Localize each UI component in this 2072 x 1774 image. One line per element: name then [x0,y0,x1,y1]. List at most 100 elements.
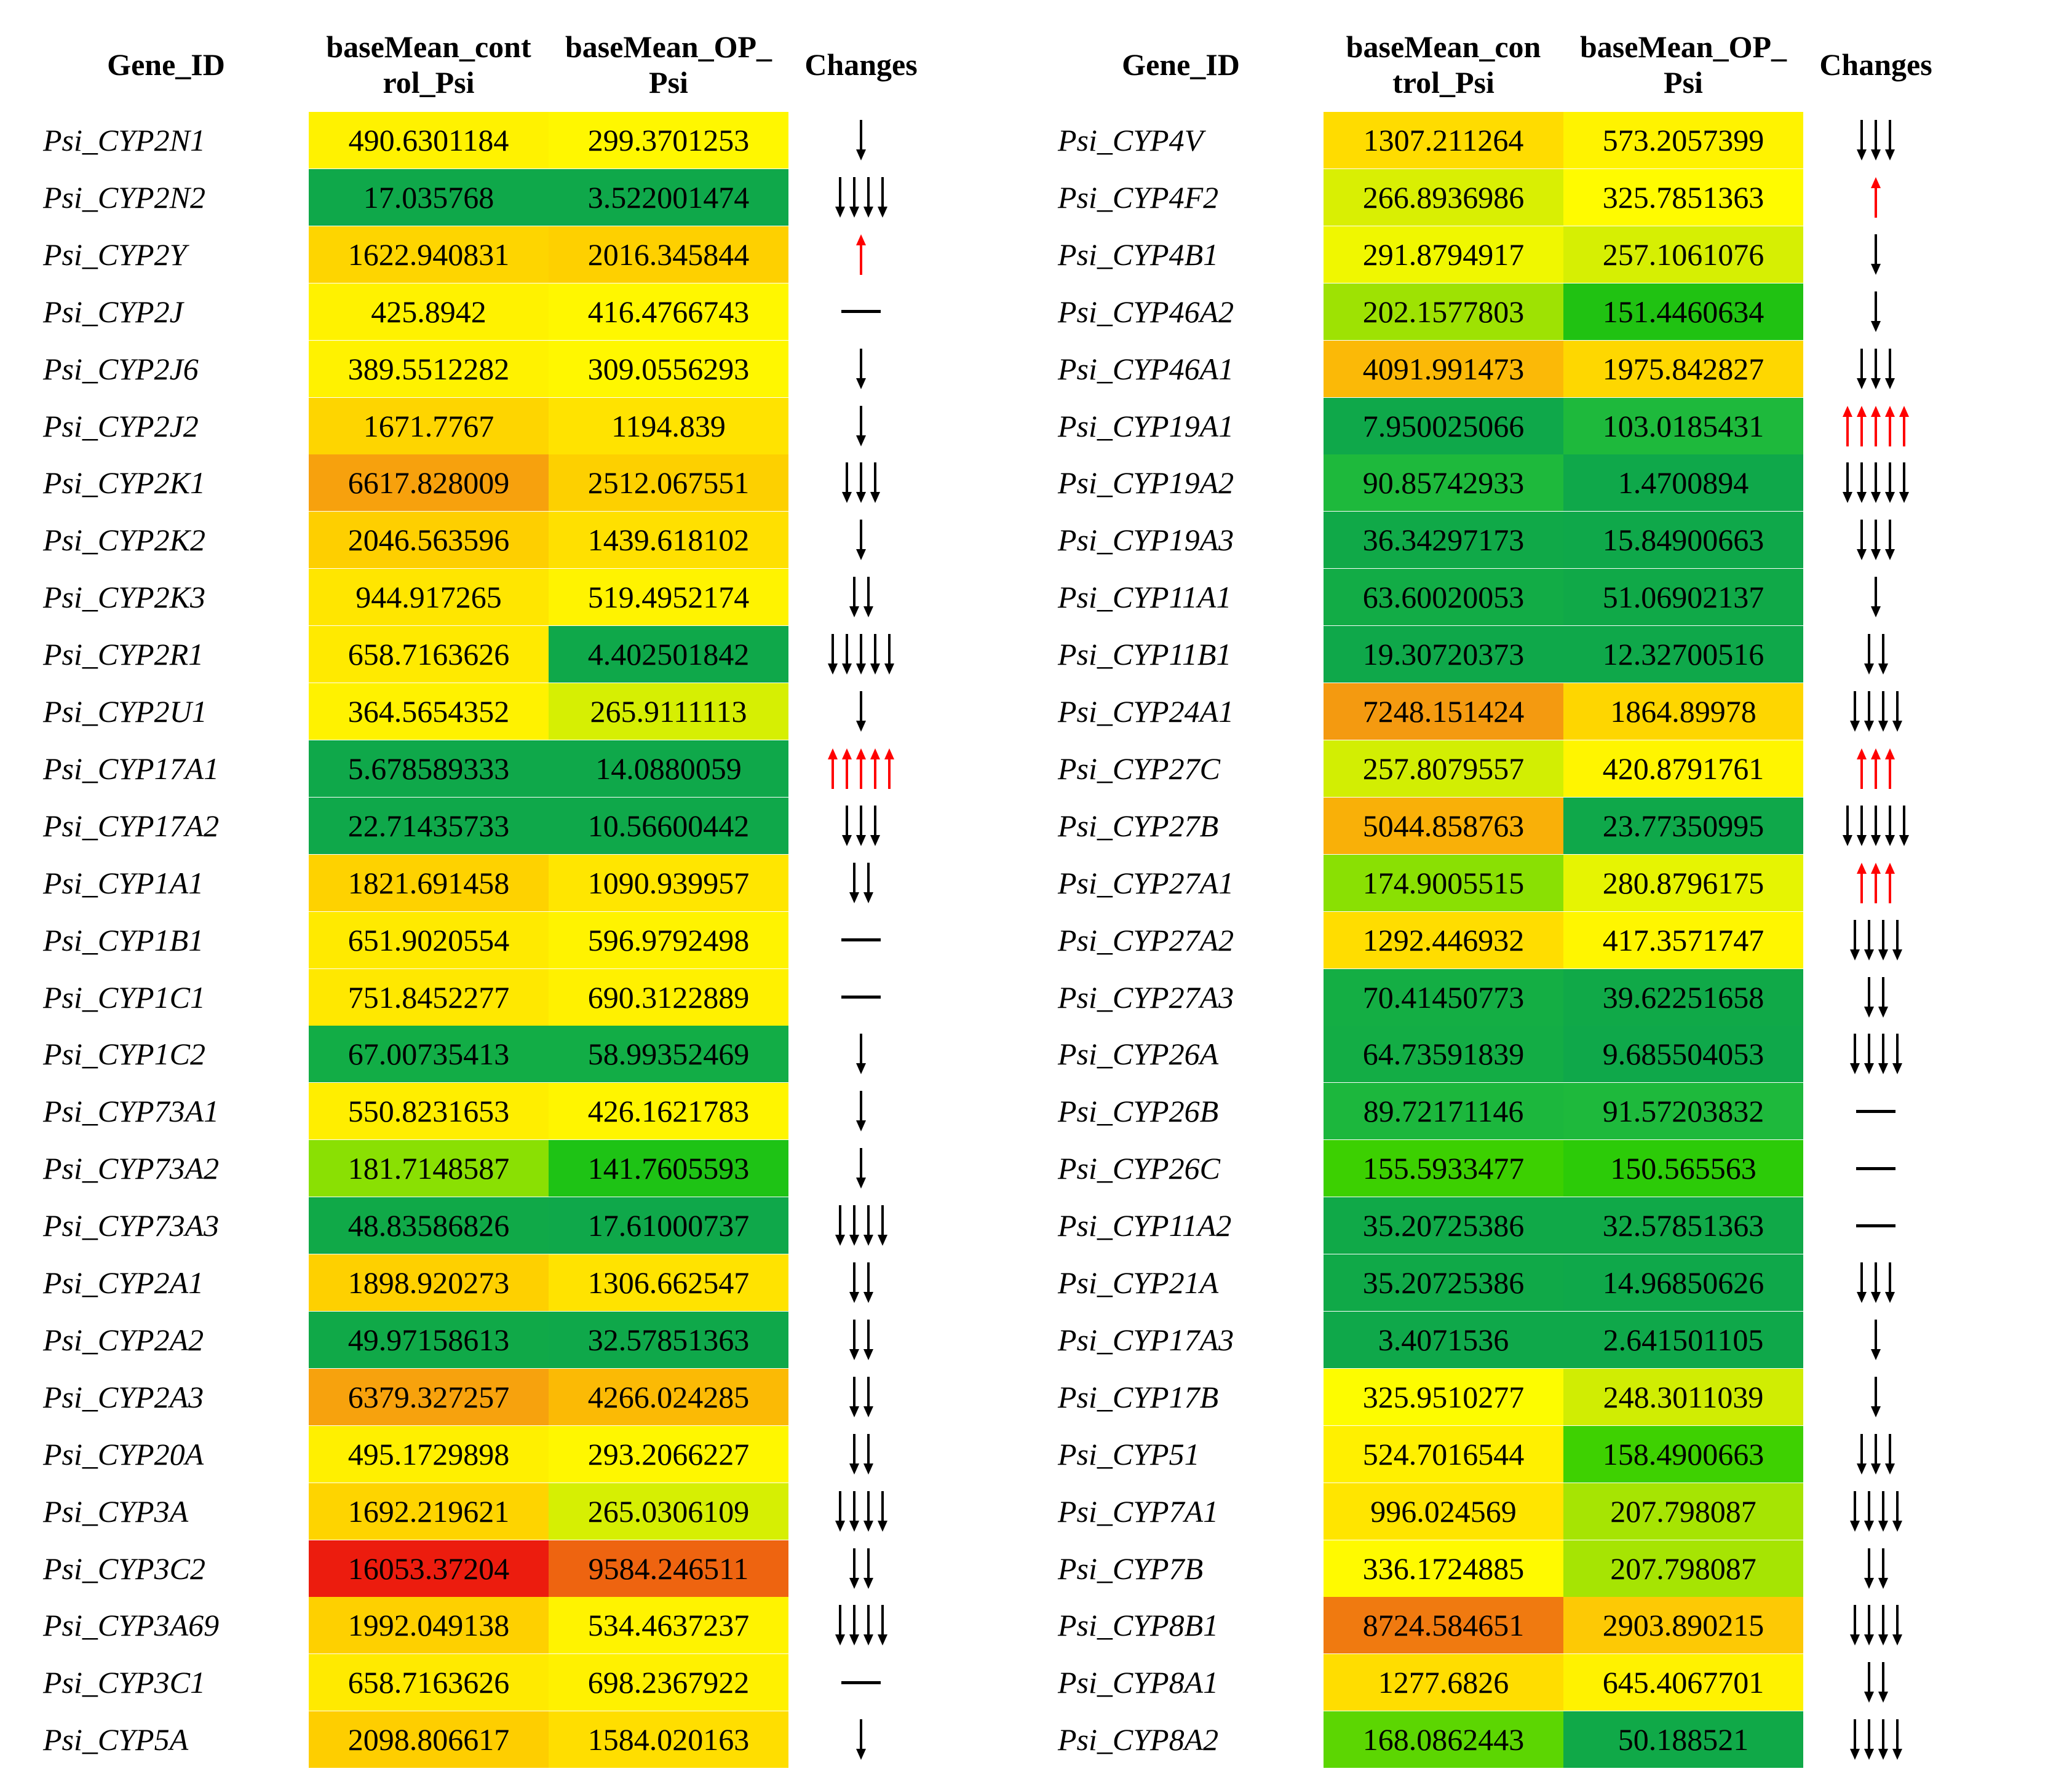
change-indicator [1784,1197,1968,1254]
change-indicator [769,1197,953,1254]
op-value-cell: 32.57851363 [549,1311,788,1368]
arrow-up-icon [1885,748,1895,789]
arrow-down-icon [1871,805,1881,846]
arrow-group [849,577,874,618]
no-change-dash-icon [841,1681,881,1684]
table-row: Psi_CYP26B 89.72171146 91.57203832 [1058,1083,2017,1140]
control-value-cell: 155.5933477 [1324,1140,1563,1197]
op-value-cell: 420.8791761 [1563,740,1803,797]
arrow-down-icon [877,176,887,218]
arrow-down-icon [1885,462,1895,504]
arrow-group [835,176,888,218]
arrow-down-icon [849,1205,859,1246]
arrow-group [1849,691,1903,732]
control-value-cell: 3.4071536 [1324,1311,1563,1368]
no-change-dash-icon [841,310,881,314]
arrow-down-icon [842,462,852,504]
change-indicator [1784,1083,1968,1139]
arrow-up-icon [1871,862,1881,903]
table-row: Psi_CYP8B1 8724.584651 2903.890215 [1058,1597,2017,1654]
no-change-dash-icon [1856,1166,1895,1170]
op-value-cell: 14.0880059 [549,740,788,797]
change-indicator [769,341,953,397]
arrow-down-icon [856,691,866,732]
op-value-cell: 158.4900663 [1563,1425,1803,1483]
gene-id-cell: Psi_CYP8A1 [1058,1665,1219,1700]
arrow-group [855,1034,867,1075]
arrow-down-icon [1899,462,1909,504]
control-value-cell: 2046.563596 [309,512,549,569]
op-value-cell: 265.9111113 [549,683,788,740]
gene-id-cell: Psi_CYP2N2 [43,180,205,215]
arrow-group [841,805,881,846]
change-indicator [769,1426,953,1483]
arrow-down-icon [870,634,880,675]
change-indicator [769,1540,953,1597]
arrow-group [1856,1433,1895,1475]
arrow-up-icon [884,748,894,789]
table-row: Psi_CYP27B 5044.858763 23.77350995 [1058,797,2017,854]
control-header-line1: baseMean_cont [326,30,531,64]
gene-id-cell: Psi_CYP20A [43,1436,204,1471]
table-row: Psi_CYP19A1 7.950025066 103.0185431 [1058,397,2017,454]
arrow-down-icon [877,1605,887,1646]
arrow-up-icon [842,748,852,789]
table-row: Psi_CYP4V 1307.211264 573.2057399 [1058,112,2017,168]
arrow-down-icon [1878,1605,1888,1646]
arrow-down-icon [1849,1605,1860,1646]
control-value-cell: 1692.219621 [309,1483,549,1540]
gene-id-cell: Psi_CYP3A [43,1494,189,1529]
op-value-cell: 1306.662547 [549,1254,788,1311]
control-value-cell: 257.8079557 [1324,740,1563,797]
control-value-cell: 996.024569 [1324,1483,1563,1540]
arrow-down-icon [1892,919,1902,960]
arrow-down-icon [1871,1376,1881,1417]
table-row: Psi_CYP7A1 996.024569 207.798087 [1058,1483,2017,1540]
change-indicator [769,1654,953,1711]
change-indicator [769,398,953,454]
table-row: Psi_CYP1A1 1821.691458 1090.939957 [43,854,1002,911]
arrow-down-icon [856,348,866,389]
op-value-cell: 2016.345844 [549,226,788,283]
arrow-down-icon [1885,520,1895,561]
control-value-cell: 1992.049138 [309,1597,549,1654]
arrow-down-icon [1864,919,1874,960]
gene-id-cell: Psi_CYP26B [1058,1094,1219,1129]
arrow-down-icon [1885,120,1895,160]
table-row: Psi_CYP51 524.7016544 158.4900663 [1058,1425,2017,1483]
table-row: Psi_CYP2K3 944.917265 519.4952174 [43,569,1002,626]
arrow-group [849,1319,874,1360]
change-indicator [769,969,953,1026]
arrow-down-icon [1899,805,1909,846]
op-value-cell: 207.798087 [1563,1483,1803,1540]
control-value-cell: 336.1724885 [1324,1540,1563,1597]
gene-id-cell: Psi_CYP27B [1058,808,1219,843]
control-value-cell: 90.85742933 [1324,454,1563,512]
arrow-down-icon [1864,1719,1874,1760]
no-change-dash-icon [1856,1224,1895,1227]
arrow-group [835,1491,888,1532]
table-row: Psi_CYP4F2 266.8936986 325.7851363 [1058,168,2017,226]
arrow-up-icon [1885,862,1895,903]
arrow-down-icon [1871,120,1881,160]
table-row: Psi_CYP2A1 1898.920273 1306.662547 [43,1254,1002,1311]
control-value-cell: 495.1729898 [309,1425,549,1483]
arrow-down-icon [856,1719,866,1760]
arrow-up-icon [856,234,866,275]
gene-id-cell: Psi_CYP2J6 [43,351,199,386]
gene-id-header: Gene_ID [1122,47,1240,82]
control-header: baseMean_con trol_Psi [1324,18,1563,111]
arrow-down-icon [842,634,852,675]
control-value-cell: 291.8794917 [1324,226,1563,283]
control-value-cell: 35.20725386 [1324,1197,1563,1254]
gene-id-cell: Psi_CYP3C1 [43,1665,205,1700]
op-value-cell: 690.3122889 [549,968,788,1026]
gene-id-cell: Psi_CYP46A1 [1058,351,1234,386]
arrow-up-icon [1857,405,1867,446]
gene-id-cell: Psi_CYP4F2 [1058,180,1219,215]
control-value-cell: 202.1577803 [1324,283,1563,340]
op-value-cell: 58.99352469 [549,1026,788,1083]
op-value-cell: 417.3571747 [1563,911,1803,968]
arrow-up-icon [1871,176,1881,218]
change-indicator [1784,1483,1968,1540]
